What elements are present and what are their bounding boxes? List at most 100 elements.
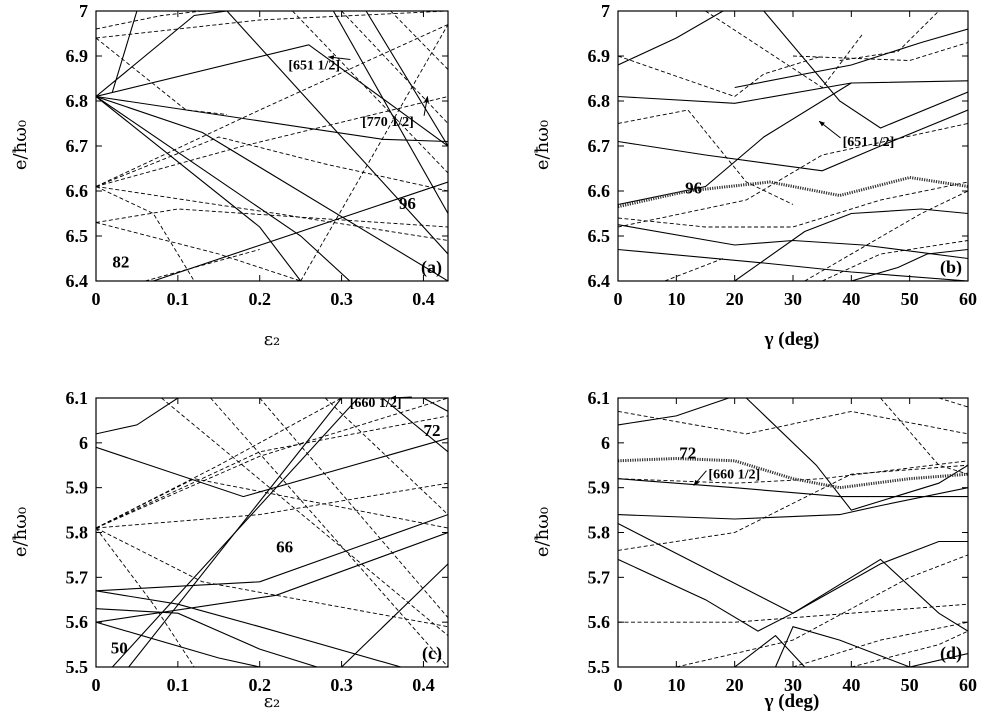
series-line-12 xyxy=(96,24,448,187)
y-tick-label: 6.8 xyxy=(588,91,611,111)
series-line-5 xyxy=(96,590,403,667)
orbital-label: [651 1/2] xyxy=(843,135,895,150)
y-axis-label: e/ħω₀ xyxy=(532,507,553,557)
annotation-arrow xyxy=(423,95,429,116)
series-line-13 xyxy=(96,96,448,187)
series-line-24 xyxy=(341,11,448,124)
y-tick-label: 6.4 xyxy=(588,271,611,291)
series-line-12 xyxy=(618,55,823,98)
series-line-6 xyxy=(96,621,260,667)
x-tick-label: 50 xyxy=(901,289,919,309)
y-tick-label: 5.8 xyxy=(66,523,89,543)
series-line-2 xyxy=(618,109,968,172)
plot-frame xyxy=(95,10,449,282)
y-tick-label: 6.7 xyxy=(588,136,611,156)
series-line-18 xyxy=(96,398,342,529)
series-line-12 xyxy=(423,398,448,412)
series-line-17 xyxy=(96,415,448,529)
x-tick-label: 0.2 xyxy=(248,289,271,309)
x-tick-label: 0.2 xyxy=(248,675,271,695)
series-line-4 xyxy=(96,531,448,623)
panel-c: e/ħω₀ ε₂ 0 0.1 0.2 0.3 0.4 5.5 5.6 5.7 5.8 5.9 6 6.… xyxy=(10,388,449,712)
series-line-4 xyxy=(96,96,351,281)
series-line-17 xyxy=(938,398,968,408)
count-label: 66 xyxy=(276,538,293,557)
count-label: 72 xyxy=(423,421,440,440)
series-line-16 xyxy=(880,398,968,475)
x-tick-label: 0 xyxy=(614,289,623,309)
series-line-19 xyxy=(210,398,448,667)
series-line-21 xyxy=(324,398,448,515)
y-tick-label: 5.6 xyxy=(66,612,89,632)
series-line-11 xyxy=(618,464,968,551)
orbital-label: [660 1/2] xyxy=(708,468,760,483)
y-tick-label: 6.7 xyxy=(66,136,89,156)
panel-a: e/ħω₀ ε₂ 0 0.1 0.2 0.3 0.4 6.4 6.5 6.6 6.7 6.8 6.9… xyxy=(10,1,449,350)
series-group xyxy=(96,398,448,667)
x-tick-label: 30 xyxy=(784,289,802,309)
count-label: 72 xyxy=(679,444,696,463)
series-line-9 xyxy=(226,11,448,255)
series-group xyxy=(618,398,968,667)
y-tick-label: 5.5 xyxy=(66,657,89,677)
y-tick-label: 6.6 xyxy=(588,181,611,201)
x-tick-label: 10 xyxy=(667,675,685,695)
series-line-1 xyxy=(96,437,448,498)
series-line-8 xyxy=(111,398,359,667)
series-line-19 xyxy=(822,240,968,281)
y-tick-label: 5.7 xyxy=(66,567,89,587)
series-line-14 xyxy=(792,621,968,667)
x-tick-label: 40 xyxy=(842,289,860,309)
count-label: 82 xyxy=(112,253,129,272)
x-tick-label: 0.3 xyxy=(330,675,353,695)
series-line-3 xyxy=(618,487,968,520)
x-tick-label: 0.3 xyxy=(330,289,353,309)
x-axis-label: ε₂ xyxy=(264,691,281,712)
series-line-3 xyxy=(618,82,852,206)
series-line-14 xyxy=(96,136,448,192)
series-line-7 xyxy=(111,11,138,93)
count-label: 96 xyxy=(685,178,702,197)
series-line-16 xyxy=(705,11,864,89)
series-line-4 xyxy=(618,224,968,260)
series-line-26 xyxy=(292,11,448,174)
series-line-15 xyxy=(664,258,724,281)
panel-label: (b) xyxy=(940,257,962,278)
y-tick-label: 5.9 xyxy=(66,478,89,498)
series-line-11 xyxy=(382,398,448,453)
series-line-13 xyxy=(96,398,448,529)
series-line-15 xyxy=(96,186,448,241)
x-tick-label: 40 xyxy=(842,675,860,695)
x-tick-label: 0.1 xyxy=(167,289,190,309)
x-tick-label: 0 xyxy=(92,289,101,309)
series-group xyxy=(618,11,968,281)
series-line-9 xyxy=(734,28,968,89)
y-tick-label: 7 xyxy=(601,1,610,21)
series-line-23 xyxy=(300,24,448,281)
x-tick-label: 10 xyxy=(667,289,685,309)
y-axis-label: e/ħω₀ xyxy=(532,120,553,170)
series-line-17 xyxy=(96,208,448,228)
y-tick-label: 5.9 xyxy=(588,478,611,498)
series-line-17 xyxy=(792,42,968,61)
x-axis-label: γ (deg) xyxy=(764,329,820,350)
x-axis-label: ε₂ xyxy=(264,329,281,350)
y-tick-label: 5.5 xyxy=(588,657,611,677)
x-tick-label: 60 xyxy=(959,675,977,695)
y-tick-label: 6.4 xyxy=(66,271,89,291)
orbital-label: [770 1/2] xyxy=(362,115,414,130)
series-line-3 xyxy=(96,95,448,281)
series-line-4 xyxy=(745,398,968,511)
series-line-6 xyxy=(618,558,968,632)
series-line-8 xyxy=(618,11,724,66)
annotation-arrow xyxy=(693,470,707,486)
series-line-9 xyxy=(618,410,968,435)
series-line-16 xyxy=(96,527,195,667)
series-line-6 xyxy=(96,11,228,97)
series-line-3 xyxy=(96,514,448,592)
y-tick-label: 6 xyxy=(601,433,610,453)
series-line-15 xyxy=(96,527,448,628)
x-tick-label: 0 xyxy=(92,675,101,695)
x-tick-label: 0.4 xyxy=(412,675,435,695)
